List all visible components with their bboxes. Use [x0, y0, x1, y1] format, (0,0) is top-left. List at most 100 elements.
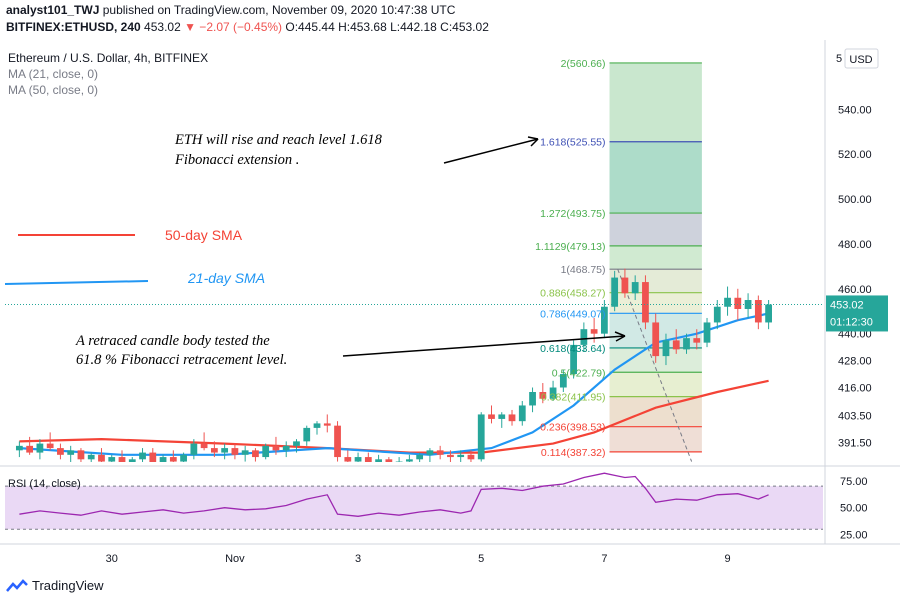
fib-band: [609, 245, 702, 270]
candle-body: [405, 459, 413, 462]
annotation-arrow: [342, 335, 626, 357]
main-pane: [15, 62, 772, 462]
rsi-axis-label: 75.00: [840, 476, 868, 488]
candle-body: [128, 459, 136, 462]
indicator-legend: MA (21, close, 0): [8, 67, 98, 81]
candle-body: [631, 282, 639, 294]
annotation-text: 61.8 % Fibonacci retracement level.: [76, 352, 287, 368]
time-axis-label: 30: [106, 553, 118, 565]
candle-body: [108, 457, 116, 462]
candle-body: [46, 443, 54, 449]
price-axis-label: 520.00: [838, 149, 872, 161]
candle-body: [262, 445, 270, 458]
candle-body: [26, 445, 34, 453]
candle-body: [508, 414, 516, 422]
price-change: ▼ −2.07 (−0.45%): [184, 20, 283, 34]
fib-level-label: 0.886(458.27): [540, 288, 605, 300]
candle-body: [149, 452, 157, 462]
candle-body: [385, 459, 393, 462]
candle-body: [190, 443, 198, 455]
candle-body: [621, 277, 629, 294]
candle-body: [447, 454, 454, 458]
author-name[interactable]: analyst101_TWJ: [6, 3, 100, 17]
candle-body: [570, 344, 577, 375]
sma50-label: 50-day SMA: [165, 227, 243, 243]
candle-body: [139, 452, 146, 460]
candle-body: [354, 457, 362, 462]
fib-level-label: 0.114(387.32): [541, 447, 606, 459]
time-axis-label: 3: [355, 553, 361, 565]
candle-body: [611, 277, 619, 307]
candle-body: [580, 329, 588, 345]
annotation-text: ETH will rise and reach level 1.618: [174, 132, 383, 148]
candle-body: [231, 448, 239, 455]
candle-body: [272, 445, 280, 451]
candle-body: [210, 448, 218, 453]
candle-body: [457, 454, 465, 458]
last-price-tag-text: 453.02: [830, 299, 864, 311]
last-price: 453.02: [144, 20, 181, 34]
candle-body: [529, 392, 536, 406]
fib-level-label: 0.236(398.53): [540, 422, 605, 434]
fib-level-label: 1(468.75): [561, 264, 606, 276]
candle-body: [703, 322, 711, 343]
candle-body: [713, 306, 721, 323]
fib-level-label: 0.382(411.95): [541, 392, 606, 404]
tradingview-logo-icon: [6, 578, 28, 592]
price-axis-label: 391.50: [838, 437, 872, 449]
annotation-arrow: [443, 138, 539, 164]
sma21-label: 21-day SMA: [187, 270, 265, 286]
tradingview-footer: TradingView: [6, 578, 104, 593]
price-axis-label: 5: [836, 53, 842, 65]
candle-body: [549, 387, 557, 399]
candle-body: [87, 454, 95, 460]
candle-body: [364, 457, 372, 462]
price-axis-label: 540.00: [838, 104, 872, 116]
publish-info: published on TradingView.com, November 0…: [102, 3, 456, 17]
candle-body: [334, 425, 341, 458]
candle-body: [36, 443, 44, 453]
candle-body: [313, 423, 321, 428]
fib-band: [609, 141, 702, 214]
candle-body: [518, 405, 526, 422]
rsi-line: [19, 472, 769, 517]
annotation-arrowhead: [614, 331, 626, 342]
candle-body: [477, 414, 485, 460]
candle-body: [241, 450, 249, 455]
fib-band: [609, 213, 702, 246]
candle-body: [416, 454, 424, 460]
candle-body: [436, 450, 444, 455]
last-price-tag: [826, 295, 888, 332]
fib-band: [609, 396, 702, 427]
fib-level-label: 0.786(449.07): [540, 308, 605, 320]
candle-body: [118, 457, 126, 462]
time-axis-label: 7: [601, 553, 607, 565]
tradingview-brand[interactable]: TradingView: [32, 578, 104, 593]
candle-body: [642, 282, 649, 323]
publish-header: analyst101_TWJ published on TradingView.…: [6, 3, 455, 17]
candle-body: [252, 450, 259, 458]
price-axis-label: 403.50: [838, 411, 872, 423]
price-axis-label: 428.00: [838, 356, 872, 368]
candle-body: [734, 297, 742, 309]
price-axis-label: 480.00: [838, 239, 872, 251]
price-axis-label: 440.00: [838, 329, 872, 341]
fib-band: [609, 292, 702, 314]
candle-body: [375, 459, 382, 462]
candle-body: [662, 340, 670, 357]
fib-level-label: 0.5(422.79): [552, 367, 606, 379]
price-axis-label: 460.00: [838, 284, 872, 296]
candle-body: [15, 445, 23, 451]
candle-body: [539, 392, 547, 399]
candle-body: [77, 450, 85, 460]
symbol-name: BITFINEX:ETHUSD, 240: [6, 20, 141, 34]
currency-box: [844, 48, 879, 69]
indicator-legend: MA (50, close, 0): [8, 83, 98, 97]
annotation-text: A retraced candle body tested the: [75, 333, 270, 349]
candle-body: [395, 461, 403, 462]
rsi-axis-label: 25.00: [840, 530, 868, 542]
candle-body: [601, 306, 608, 334]
candle-body: [169, 457, 177, 462]
candle-body: [754, 300, 762, 323]
